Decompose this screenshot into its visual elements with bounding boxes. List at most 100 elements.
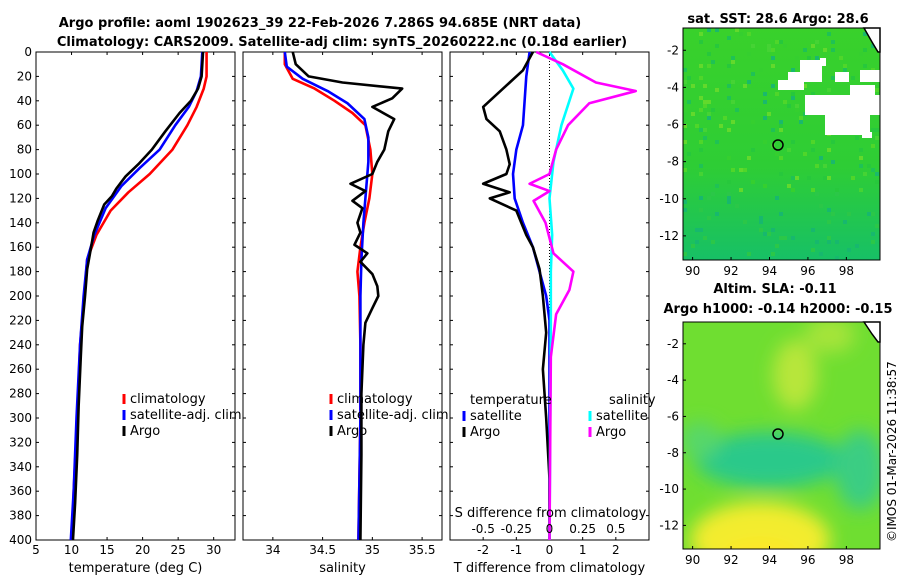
map-x-tick-label: 92 [723, 553, 738, 567]
map-x-tick-label: 94 [762, 264, 777, 278]
series-line-t-satellite [511, 51, 551, 540]
x-tick-label: 34.5 [309, 543, 336, 557]
series-line-argo [291, 51, 404, 541]
map-y-tick-label: -6 [667, 118, 679, 132]
map-x-tick-label: 96 [800, 264, 815, 278]
sst-cloud-mask [778, 58, 880, 138]
map-y-tick-label: -6 [667, 409, 679, 423]
series-line-argo [71, 51, 205, 541]
map-x-tick-label: 94 [762, 553, 777, 567]
salinity-panel: 34 34.5 35 35.5 salinity climatologysatellite… [242, 51, 449, 576]
y-tick-label: 140 [9, 216, 32, 230]
x-tick-label: 20 [135, 543, 150, 557]
plot-frame [35, 51, 236, 541]
x-tick-label: 25 [171, 543, 186, 557]
map-x-tick-label: 90 [685, 264, 700, 278]
legend-label: climatology [130, 392, 206, 407]
s-tick-label: -0.25 [501, 522, 532, 536]
legend-title-salinity: salinity [609, 393, 656, 408]
map-y-tick-label: -2 [667, 43, 679, 57]
map-y-tick-label: -12 [659, 518, 679, 532]
sla-map-axes: 90 92 94 96 98 -2 -4 -6 -8 -10 -12 [659, 337, 854, 567]
sst-argo-marker [772, 139, 784, 151]
title-line-1: Argo profile: aoml 1902623_39 22-Feb-202… [59, 16, 581, 31]
s-tick-label: -0.5 [471, 522, 494, 536]
y-tick-label: 0 [24, 45, 32, 59]
x-tick-label: -1 [510, 543, 522, 557]
series-line-climatology [70, 52, 208, 541]
plot-frame [242, 51, 443, 541]
y-tick-label: 380 [9, 509, 32, 523]
legend-label: Argo [596, 425, 626, 440]
difference-panel: -2 -1 0 1 2 T difference from climatology temp… [449, 50, 656, 576]
sst-map-title: sat. SST: 28.6 Argo: 28.6 [687, 12, 868, 27]
map-y-tick-label: -4 [667, 373, 679, 387]
sla-map-frame [682, 321, 881, 550]
map-y-tick-label: -4 [667, 80, 679, 94]
map-y-tick-label: -8 [667, 155, 679, 169]
y-tick-label: 120 [9, 191, 32, 205]
y-tick-label: 80 [17, 143, 32, 157]
legend-label: satellite-adj. clim [337, 408, 449, 423]
x-tick-label: 35 [365, 543, 380, 557]
map-x-tick-label: 96 [800, 553, 815, 567]
title-line-2: Climatology: CARS2009. Satellite-adj cli… [57, 35, 627, 50]
x-axis-label: salinity [319, 561, 366, 576]
y-tick-label: 20 [17, 69, 32, 83]
map-y-tick-label: -12 [659, 229, 679, 243]
x-tick-label: 30 [206, 543, 221, 557]
x-tick-label: 15 [99, 543, 114, 557]
x-tick-label: -2 [477, 543, 489, 557]
legend-label: Argo [337, 424, 367, 439]
y-tick-label: 200 [9, 289, 32, 303]
legend-label: satellite [470, 409, 522, 424]
s-tick-label: 0.5 [606, 522, 625, 536]
sla-field [683, 322, 880, 549]
temperature-panel: 0 20 40 60 80 100 120 140 160 180 200 220 240 260 280 3… [9, 45, 242, 576]
y-tick-label: 280 [9, 387, 32, 401]
y-tick-label: 320 [9, 435, 32, 449]
x-tick-label: 1 [579, 543, 587, 557]
legend-label: satellite-adj. clim [130, 408, 242, 423]
map-x-tick-label: 98 [839, 264, 854, 278]
imos-watermark: ©IMOS 01-Mar-2026 11:38:57 [885, 361, 899, 542]
legend-label: satellite [596, 409, 648, 424]
x-axis-label: temperature (deg C) [69, 561, 203, 576]
map-y-tick-label: -2 [667, 337, 679, 351]
map-x-tick-label: 92 [723, 264, 738, 278]
y-tick-label: 360 [9, 484, 32, 498]
sst-map-frame [682, 27, 881, 261]
map-x-tick-label: 98 [839, 553, 854, 567]
s-tick-label: 0.25 [569, 522, 596, 536]
legend-title-temperature: temperature [470, 393, 552, 408]
s-axis-label: S difference from climatology [455, 506, 647, 521]
y-tick-label: 400 [9, 533, 32, 547]
y-tick-label: 340 [9, 460, 32, 474]
x-tick-label: 10 [64, 543, 79, 557]
x-tick-label: 0 [546, 543, 554, 557]
map-y-tick-label: -10 [659, 482, 679, 496]
y-tick-label: 60 [17, 118, 32, 132]
sla-map: Altim. SLA: -0.11 Argo h1000: -0.14 h200… [659, 282, 892, 567]
legend-label: Argo [470, 425, 500, 440]
series-line-t-argo [481, 51, 551, 540]
x-tick-label: 34 [265, 543, 280, 557]
sla-map-title-line-2: Argo h1000: -0.14 h2000: -0.15 [663, 302, 892, 317]
legend-label: climatology [337, 392, 413, 407]
series-line-satellite-adj-clim [283, 51, 370, 541]
legend-label: Argo [130, 424, 160, 439]
sla-map-title-line-1: Altim. SLA: -0.11 [713, 282, 836, 297]
series-line-s-satellite [548, 51, 575, 541]
y-tick-label: 300 [9, 411, 32, 425]
map-y-tick-label: -8 [667, 446, 679, 460]
y-tick-label: 220 [9, 313, 32, 327]
x-axis-label: T difference from climatology [453, 561, 646, 576]
x-tick-label: 5 [32, 543, 40, 557]
series-line-satellite-adj-clim [69, 51, 204, 541]
y-tick-label: 180 [9, 265, 32, 279]
y-tick-label: 240 [9, 338, 32, 352]
y-tick-label: 160 [9, 240, 32, 254]
series-line-s-argo [528, 50, 638, 541]
sst-map-axes: 90 92 94 96 98 -2 -4 -6 -8 -10 -12 [659, 43, 854, 278]
